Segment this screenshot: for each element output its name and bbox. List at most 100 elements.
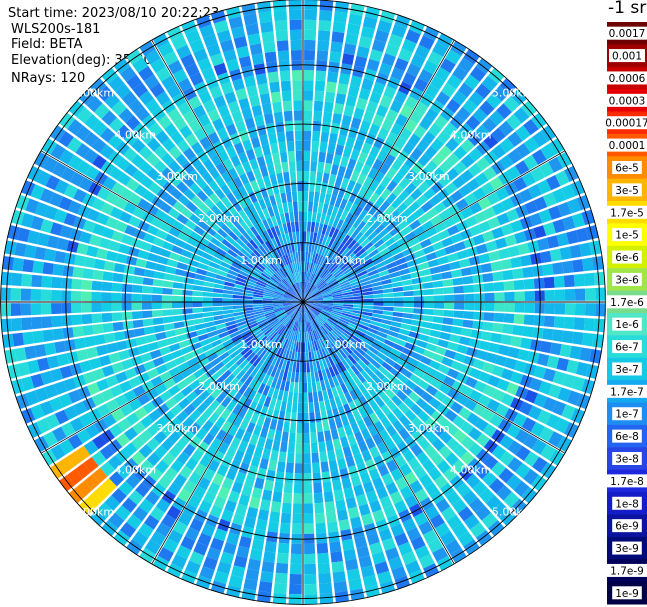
colorbar-tick-label: 6e-5	[615, 163, 639, 175]
beta-bin	[167, 482, 182, 496]
beta-bin	[127, 246, 140, 257]
beta-bin	[356, 129, 368, 142]
beta-bin	[246, 170, 256, 182]
beta-bin	[303, 130, 312, 141]
beta-bin	[322, 297, 334, 300]
beta-bin	[434, 371, 447, 382]
beta-bin	[56, 353, 69, 367]
beta-bin	[260, 405, 269, 417]
beta-bin	[376, 149, 388, 162]
beta-bin	[303, 299, 313, 302]
beta-bin	[406, 336, 418, 345]
beta-bin	[254, 403, 263, 415]
beta-bin	[323, 303, 334, 305]
beta-bin	[515, 462, 531, 479]
beta-bin	[365, 154, 376, 167]
beta-bin	[254, 114, 265, 127]
beta-bin	[335, 93, 347, 105]
azimuth-spoke	[151, 39, 304, 303]
beta-bin	[118, 349, 131, 361]
beta-bin	[435, 66, 451, 82]
beta-bin	[303, 312, 305, 323]
beta-bin	[183, 443, 196, 457]
beta-bin	[388, 33, 403, 48]
beta-bin	[237, 323, 248, 331]
beta-bin	[419, 473, 433, 488]
beta-bin	[91, 451, 107, 467]
beta-bin	[264, 268, 273, 277]
beta-bin	[168, 430, 181, 444]
beta-bin	[15, 194, 30, 211]
beta-bin	[475, 349, 488, 361]
beta-bin	[210, 53, 225, 67]
beta-bin	[307, 372, 312, 383]
beta-bin	[305, 311, 309, 322]
beta-bin	[556, 151, 572, 169]
beta-bin	[304, 311, 308, 322]
beta-bin	[140, 175, 154, 189]
beta-bin	[149, 82, 165, 98]
beta-bin	[273, 294, 284, 298]
beta-bin	[131, 284, 143, 293]
beta-bin	[198, 113, 211, 127]
beta-bin	[358, 407, 368, 419]
beta-bin	[303, 302, 313, 305]
beta-bin	[303, 372, 307, 383]
beta-bin	[176, 545, 192, 560]
beta-bin	[556, 232, 569, 247]
beta-bin	[293, 302, 303, 306]
beta-bin	[378, 365, 389, 376]
beta-bin	[379, 247, 391, 257]
beta-bin	[67, 154, 83, 170]
beta-bin	[260, 257, 270, 267]
beta-bin	[411, 277, 423, 285]
beta-bin	[176, 139, 190, 153]
beta-bin	[193, 368, 205, 379]
beta-bin	[433, 309, 444, 317]
beta-bin	[281, 90, 292, 102]
beta-bin	[348, 401, 358, 413]
beta-bin	[104, 495, 120, 511]
beta-bin	[256, 347, 265, 357]
beta-bin	[132, 385, 146, 397]
beta-bin	[274, 193, 282, 205]
beta-bin	[424, 444, 438, 459]
beta-bin	[257, 1, 272, 14]
beta-bin	[328, 344, 336, 355]
beta-bin	[45, 175, 60, 191]
beta-bin	[82, 325, 94, 336]
beta-bin	[367, 363, 378, 373]
beta-bin	[367, 327, 379, 335]
beta-bin	[393, 252, 405, 261]
beta-bin	[182, 308, 193, 315]
beta-bin	[111, 488, 127, 504]
beta-bin	[304, 282, 307, 292]
beta-bin	[333, 300, 344, 302]
beta-bin	[313, 303, 323, 306]
beta-bin	[474, 302, 485, 311]
beta-bin	[238, 407, 248, 419]
beta-bin	[134, 184, 148, 197]
beta-bin	[300, 292, 303, 302]
beta-bin	[328, 377, 336, 389]
beta-bin	[321, 309, 332, 315]
beta-bin	[275, 378, 282, 390]
beta-bin	[263, 306, 274, 311]
beta-bin	[253, 168, 262, 180]
beta-bin	[162, 280, 174, 288]
beta-bin	[81, 302, 92, 313]
beta-bin	[324, 273, 333, 282]
beta-bin	[328, 317, 338, 324]
beta-bin	[343, 369, 353, 381]
beta-bin	[413, 465, 427, 479]
beta-bin	[179, 465, 193, 479]
beta-bin	[520, 337, 532, 350]
beta-bin	[478, 253, 491, 264]
beta-bin	[189, 518, 204, 532]
beta-bin	[303, 120, 312, 131]
beta-bin	[552, 400, 567, 416]
beta-bin	[499, 509, 516, 526]
beta-bin	[444, 182, 458, 195]
beta-bin	[441, 324, 453, 333]
beta-bin	[272, 388, 280, 400]
